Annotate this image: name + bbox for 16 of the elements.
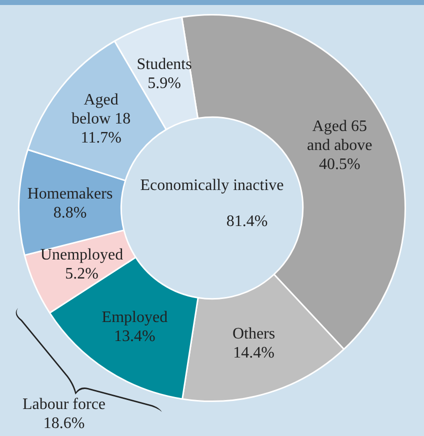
slice-label: Others [232,325,276,342]
data-label: 11.7% [80,129,122,146]
data-label: 40.5% [318,156,360,173]
text: Economically inactive 81.4% [140,177,284,230]
slice-label: Homemakers [27,185,113,202]
text: Labour force 18.6% [22,396,106,432]
data-label: 5.9% [148,74,181,92]
data-label: 8.8% [53,204,87,222]
slice-label: Unemployed [40,246,124,264]
data-label: 5.2% [65,265,98,282]
data-label: 13.4% [114,328,156,345]
slice-label: Aged 65 and above [306,118,372,154]
slice-label: Aged below 18 [72,91,131,128]
slice-label: Employed [102,308,168,326]
slice-label: Students [136,56,192,73]
data-label: 14.4% [233,344,274,362]
